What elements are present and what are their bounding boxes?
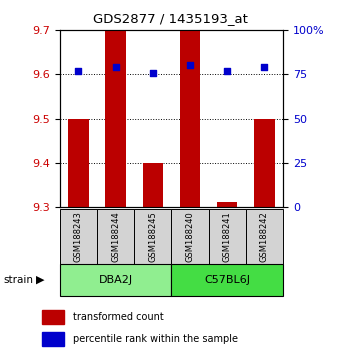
Bar [60, 264, 172, 296]
Point [224, 68, 230, 74]
Text: percentile rank within the sample: percentile rank within the sample [73, 334, 238, 344]
Bar [60, 209, 97, 264]
Point [150, 70, 155, 75]
Text: GDS2877 / 1435193_at: GDS2877 / 1435193_at [93, 12, 248, 25]
Text: strain: strain [3, 275, 33, 285]
Bar [254, 119, 275, 207]
Text: ▶: ▶ [36, 275, 44, 285]
Text: C57BL6J: C57BL6J [204, 275, 250, 285]
Bar [209, 209, 246, 264]
Bar [217, 202, 237, 207]
Point [262, 64, 267, 70]
Bar [246, 209, 283, 264]
Bar [143, 163, 163, 207]
Bar [171, 209, 209, 264]
Point [187, 63, 193, 68]
Point [76, 68, 81, 74]
Text: DBA2J: DBA2J [99, 275, 133, 285]
Bar [171, 264, 283, 296]
Bar [180, 30, 200, 207]
Text: GSM188241: GSM188241 [223, 211, 232, 262]
Bar [68, 119, 89, 207]
Bar [42, 332, 64, 346]
Bar [97, 209, 134, 264]
Text: GSM188243: GSM188243 [74, 211, 83, 262]
Text: GSM188244: GSM188244 [111, 211, 120, 262]
Bar [42, 310, 64, 324]
Text: GSM188245: GSM188245 [148, 211, 157, 262]
Point [113, 64, 118, 70]
Bar [105, 30, 126, 207]
Text: GSM188240: GSM188240 [186, 211, 194, 262]
Bar [134, 209, 171, 264]
Text: transformed count: transformed count [73, 312, 164, 322]
Text: GSM188242: GSM188242 [260, 211, 269, 262]
